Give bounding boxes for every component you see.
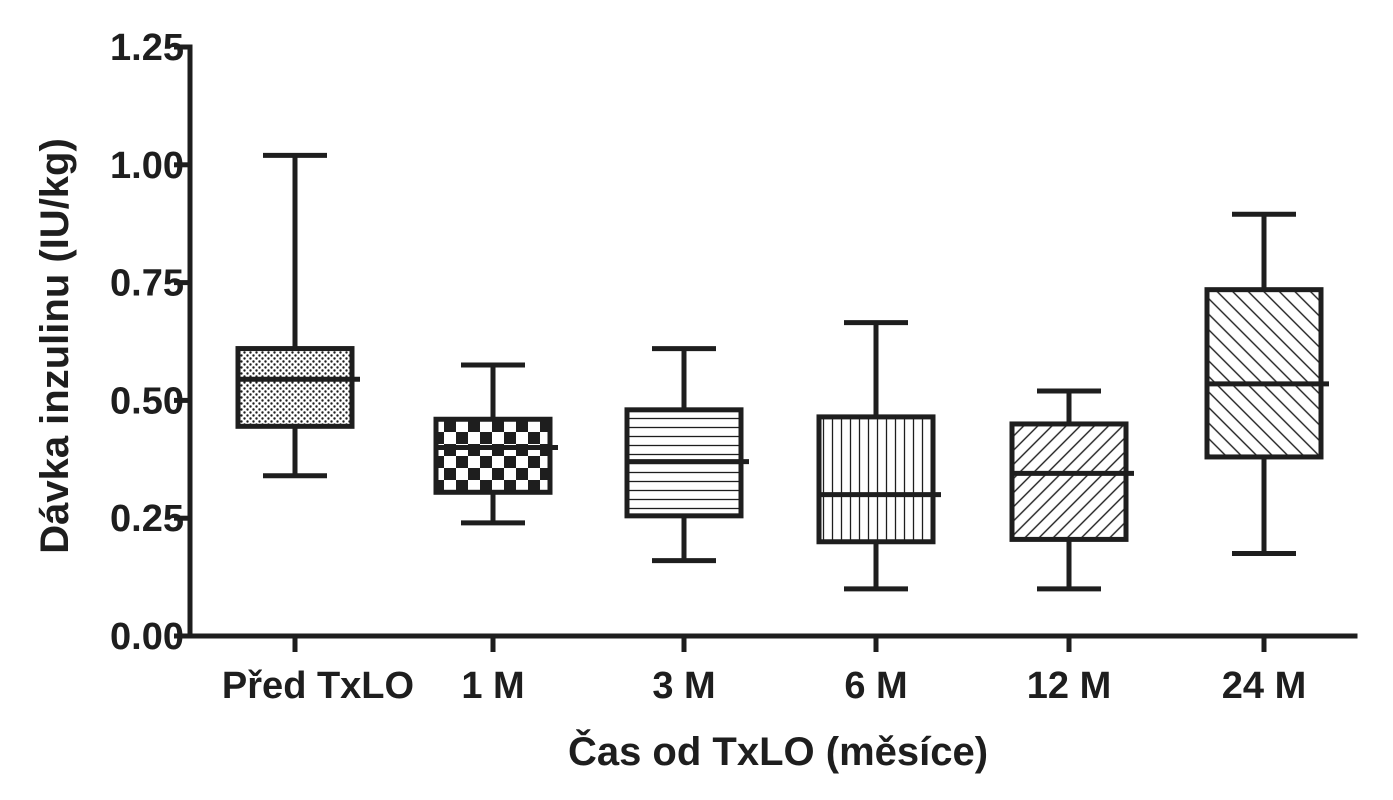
x-tick-label: 12 M [1027,665,1111,707]
y-tick-label: 1.25 [110,27,184,69]
box-plot-6 [1204,211,1329,557]
y-tick-label: 0.25 [110,498,184,540]
y-tick-label: 0.50 [110,380,184,422]
y-tick-label: 0.75 [110,263,184,305]
iqr-box [1009,421,1129,542]
iqr-box [1204,287,1324,460]
y-tick-label: 0.00 [110,616,184,658]
iqr-box [433,416,553,495]
y-tick-label: 1.00 [110,145,184,187]
box-plot-2 [433,362,558,526]
x-tick-label: Před TxLO [222,665,414,707]
y-axis-title: Dávka inzulinu (IU/kg) [33,138,77,554]
x-tick-label: 1 M [461,665,524,707]
x-tick-label: 6 M [844,665,907,707]
box-plot-4 [816,320,941,592]
x-axis-title: Čas od TxLO (měsíce) [568,728,988,774]
iqr-box [816,414,936,545]
x-tick-label: 3 M [652,665,715,707]
iqr-box [235,346,355,429]
x-tick-label: 24 M [1222,665,1306,707]
box-plot-5 [1009,388,1134,592]
box-plot-1 [235,152,360,479]
box-plot-3 [624,346,749,564]
